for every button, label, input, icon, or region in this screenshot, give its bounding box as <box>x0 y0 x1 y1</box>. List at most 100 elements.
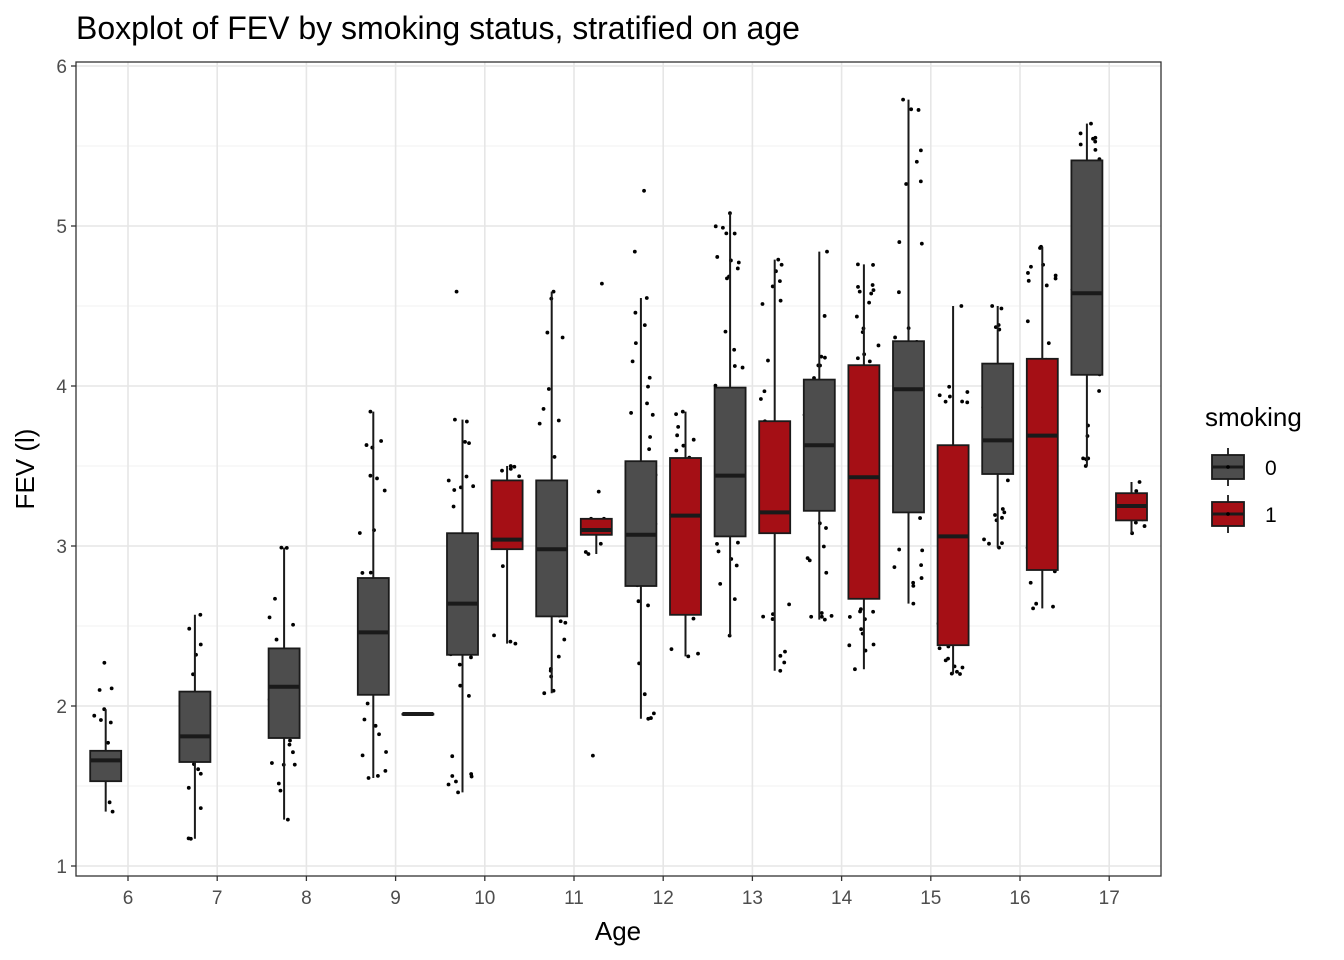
x-tick-label: 16 <box>1009 888 1030 909</box>
jitter-point <box>982 537 986 542</box>
jitter-point <box>642 188 646 193</box>
jitter-point <box>108 720 113 725</box>
jitter-point <box>562 637 567 642</box>
jitter-point <box>198 642 203 647</box>
jitter-point <box>596 489 601 494</box>
jitter-point <box>965 400 970 405</box>
jitter-point <box>508 639 513 644</box>
jitter-point <box>450 754 455 759</box>
jitter-point <box>500 564 505 569</box>
jitter-point <box>713 224 718 229</box>
jitter-point <box>267 615 272 620</box>
jitter-point <box>855 356 860 361</box>
y-tick-label: 3 <box>56 537 67 558</box>
jitter-point <box>646 384 650 389</box>
jitter-point <box>675 433 680 438</box>
jitter-point <box>993 513 997 517</box>
jitter-point <box>724 231 729 236</box>
jitter-point <box>469 772 474 776</box>
legend: smoking 0 1 <box>1205 402 1302 533</box>
jitter-point <box>965 390 970 394</box>
jitter-point <box>517 474 522 479</box>
jitter-point <box>97 688 102 692</box>
jitter-point <box>955 669 959 674</box>
jitter-point <box>871 288 876 293</box>
jitter-point <box>630 359 635 364</box>
jitter-point <box>287 742 292 747</box>
jitter-point <box>759 397 763 401</box>
jitter-point <box>642 692 647 697</box>
jitter-point <box>1091 136 1095 141</box>
legend-label: 1 <box>1265 504 1277 527</box>
jitter-point <box>446 478 451 483</box>
jitter-point <box>552 455 557 459</box>
jitter-point <box>918 179 923 184</box>
jitter-point <box>1053 273 1058 278</box>
jitter-point <box>583 550 588 554</box>
jitter-point <box>99 718 103 722</box>
jitter-point <box>897 240 902 244</box>
jitter-point <box>740 365 745 370</box>
jitter-point <box>368 473 373 478</box>
jitter-point <box>779 262 784 267</box>
box-iqr <box>267 647 301 739</box>
jitter-point <box>777 279 782 284</box>
jitter-point <box>680 409 685 414</box>
jitter-point <box>990 304 995 308</box>
jitter-point <box>715 255 720 259</box>
jitter-point <box>732 347 737 352</box>
jitter-point <box>642 323 647 328</box>
legend-key-point <box>1226 465 1230 469</box>
jitter-point <box>187 626 192 631</box>
jitter-point <box>1051 604 1055 609</box>
jitter-point <box>1053 276 1058 281</box>
jitter-point <box>1081 456 1086 461</box>
plot-panel-border <box>75 61 1162 877</box>
jitter-point <box>362 717 367 722</box>
jitter-point <box>1028 580 1033 585</box>
jitter-point <box>1133 520 1138 525</box>
jitter-point <box>492 633 496 638</box>
boxplot-boxes <box>89 99 1148 839</box>
chart-title: Boxplot of FEV by smoking status, strati… <box>76 10 800 46</box>
jitter-point <box>1078 131 1083 136</box>
jitter-point <box>558 619 563 624</box>
jitter-point <box>897 290 901 295</box>
jitter-point <box>646 603 650 608</box>
x-tick-label: 17 <box>1099 888 1120 909</box>
jitter-point <box>1097 389 1101 393</box>
jitter-point <box>732 597 737 602</box>
jitter-point <box>1034 601 1039 606</box>
jitter-point <box>999 306 1004 311</box>
legend-key-point <box>1226 512 1230 516</box>
jitter-point <box>716 549 721 554</box>
jitter-point <box>645 401 649 406</box>
jitter-point <box>776 257 781 262</box>
jitter-point <box>734 563 739 568</box>
jitter-point <box>674 448 679 453</box>
jitter-point <box>1000 507 1005 511</box>
jitter-point <box>186 785 191 790</box>
jitter-point <box>867 359 872 364</box>
jitter-point <box>859 627 864 632</box>
jitter-point <box>876 343 881 348</box>
jitter-point <box>718 581 723 586</box>
jitter-point <box>696 651 700 656</box>
jitter-point <box>650 412 655 417</box>
jitter-point <box>770 617 775 621</box>
x-axis: 6 7 8 9 10 11 12 13 14 15 16 17 <box>123 876 1120 909</box>
jitter-point <box>366 776 371 780</box>
jitter-point <box>464 419 469 424</box>
jitter-point <box>715 541 719 546</box>
jitter-point <box>563 620 568 625</box>
jitter-point <box>870 283 875 287</box>
jitter-point <box>762 389 767 394</box>
jitter-point <box>947 384 952 389</box>
jitter-point <box>819 611 824 615</box>
box-iqr <box>178 690 212 763</box>
legend-title: smoking <box>1205 402 1302 432</box>
jitter-point <box>368 409 373 414</box>
jitter-point <box>918 148 923 153</box>
jitter-point <box>383 768 388 773</box>
y-tick-label: 1 <box>56 857 67 878</box>
